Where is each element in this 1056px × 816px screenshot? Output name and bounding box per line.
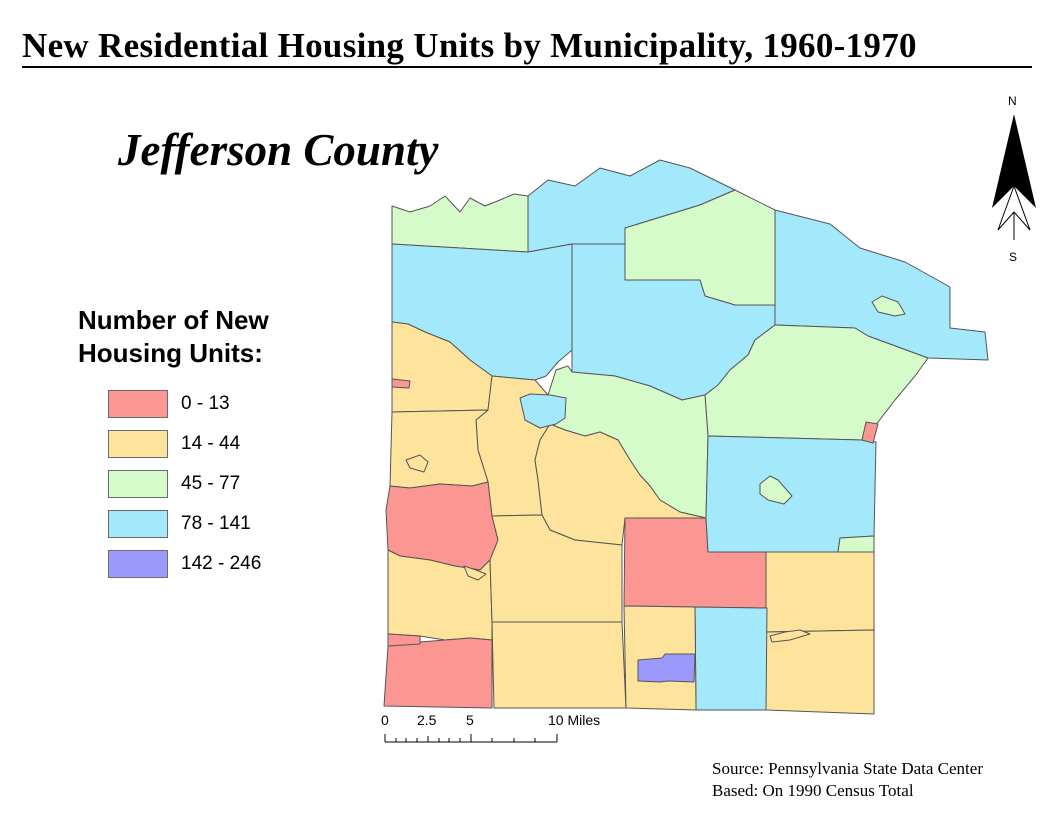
south-label: S — [1009, 250, 1018, 264]
source-line-1: Source: Pennsylvania State Data Center — [712, 759, 983, 778]
municipality — [519, 393, 567, 429]
municipality — [534, 423, 707, 546]
scale-tick-label: 5 — [466, 712, 474, 728]
legend-label: 0 - 13 — [181, 393, 230, 414]
legend-title: Number of New Housing Units: — [78, 304, 338, 370]
legend-label: 45 - 77 — [181, 473, 241, 494]
county-label: Jefferson County — [118, 125, 439, 175]
scale-bar — [384, 734, 558, 743]
legend-swatch-green — [108, 470, 168, 498]
legend-label: 142 - 246 — [181, 553, 262, 574]
municipality — [837, 535, 875, 553]
map-title: New Residential Housing Units by Municip… — [22, 26, 917, 65]
municipality — [489, 514, 623, 623]
municipality — [765, 551, 875, 633]
municipality — [389, 409, 489, 489]
scale-tick-label: 2.5 — [417, 712, 437, 728]
legend-title-line-1: Number of New — [78, 305, 269, 335]
municipality — [637, 653, 696, 683]
municipality — [759, 475, 793, 505]
municipality — [463, 565, 487, 581]
municipality — [871, 295, 906, 317]
municipality — [694, 606, 768, 711]
municipality — [861, 421, 879, 444]
scale-end-label: 10 Miles — [548, 712, 601, 728]
municipality — [383, 637, 493, 709]
north-label: N — [1008, 94, 1017, 108]
municipality — [491, 621, 627, 709]
title-underline — [22, 66, 1032, 68]
municipality — [391, 378, 411, 389]
legend-swatch-blue — [108, 510, 168, 538]
legend-title-line-2: Housing Units: — [78, 338, 263, 368]
source-line-2: Based: On 1990 Census Total — [712, 781, 914, 800]
municipality — [765, 629, 875, 715]
municipality — [705, 435, 877, 553]
legend-swatch-yellow — [108, 430, 168, 458]
source-note: Source: Pennsylvania State Data Center B… — [712, 758, 983, 802]
municipality — [387, 633, 421, 647]
municipality — [391, 193, 529, 253]
legend-label: 14 - 44 — [181, 433, 241, 454]
scale-tick-label: 0 — [381, 712, 389, 728]
north-arrow-icon — [992, 114, 1036, 240]
municipality — [769, 629, 811, 643]
municipality — [405, 454, 429, 473]
legend-swatch-red — [108, 390, 168, 418]
legend-label: 78 - 141 — [181, 513, 251, 534]
legend-swatch-purple — [108, 550, 168, 578]
